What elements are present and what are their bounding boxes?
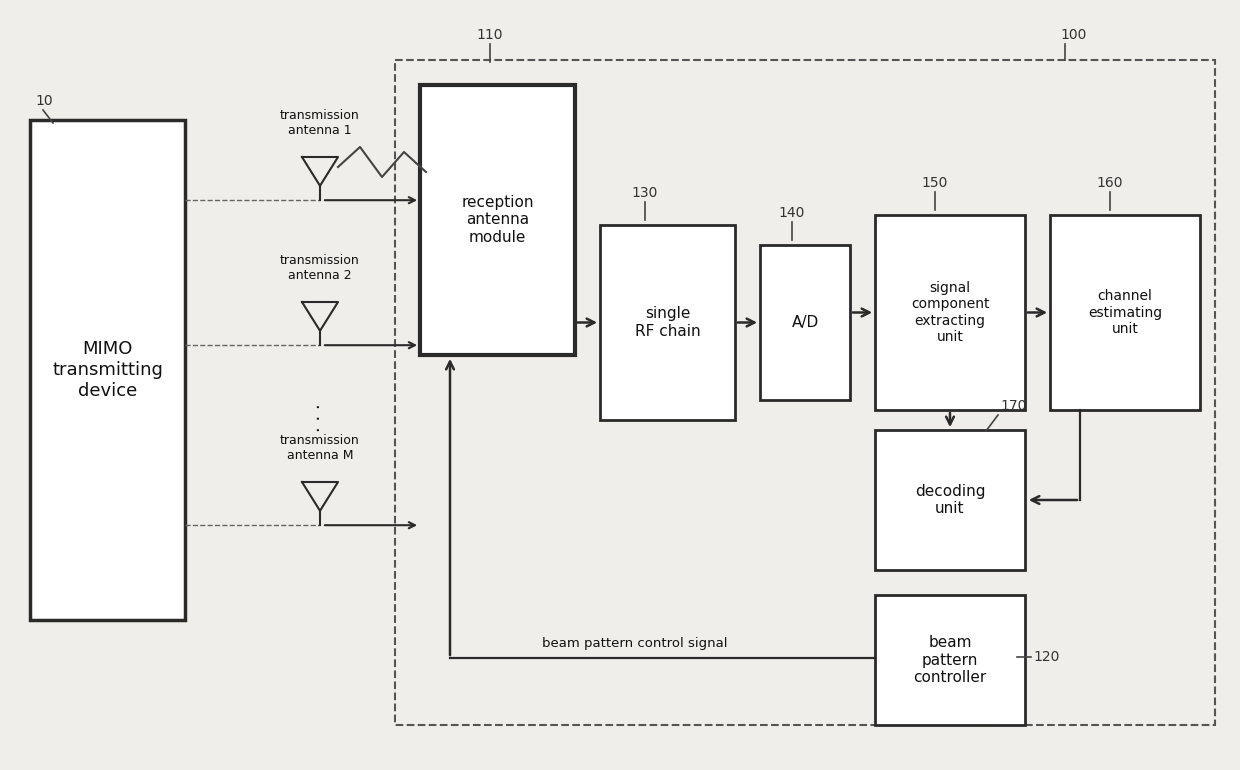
- Bar: [1050, 215, 1200, 410]
- Bar: [875, 430, 1025, 570]
- Bar: [760, 245, 849, 400]
- Text: transmission
antenna 2: transmission antenna 2: [280, 254, 360, 282]
- Text: 130: 130: [632, 186, 658, 200]
- Bar: [30, 120, 185, 620]
- Text: MIMO
transmitting
device: MIMO transmitting device: [52, 340, 162, 400]
- Text: 150: 150: [921, 176, 949, 190]
- Text: 160: 160: [1096, 176, 1123, 190]
- Text: 10: 10: [35, 94, 52, 108]
- Text: 120: 120: [1033, 650, 1059, 664]
- Text: 100: 100: [1060, 28, 1086, 42]
- Text: beam
pattern
controller: beam pattern controller: [914, 635, 987, 685]
- Bar: [875, 215, 1025, 410]
- Text: 110: 110: [476, 28, 503, 42]
- Text: signal
component
extracting
unit: signal component extracting unit: [910, 281, 990, 343]
- Text: channel
estimating
unit: channel estimating unit: [1087, 290, 1162, 336]
- Text: decoding
unit: decoding unit: [915, 484, 986, 516]
- Bar: [420, 85, 575, 355]
- Text: transmission
antenna 1: transmission antenna 1: [280, 109, 360, 137]
- Text: transmission
antenna M: transmission antenna M: [280, 434, 360, 462]
- Bar: [875, 595, 1025, 725]
- Text: reception
antenna
module: reception antenna module: [461, 195, 533, 245]
- Text: A/D: A/D: [791, 315, 818, 330]
- Bar: [600, 225, 735, 420]
- Text: 140: 140: [779, 206, 805, 220]
- Text: single
RF chain: single RF chain: [635, 306, 701, 339]
- Text: · · ·: · · ·: [311, 403, 329, 433]
- Text: 170: 170: [999, 399, 1027, 413]
- Bar: [396, 60, 1215, 725]
- Text: beam pattern control signal: beam pattern control signal: [542, 637, 728, 650]
